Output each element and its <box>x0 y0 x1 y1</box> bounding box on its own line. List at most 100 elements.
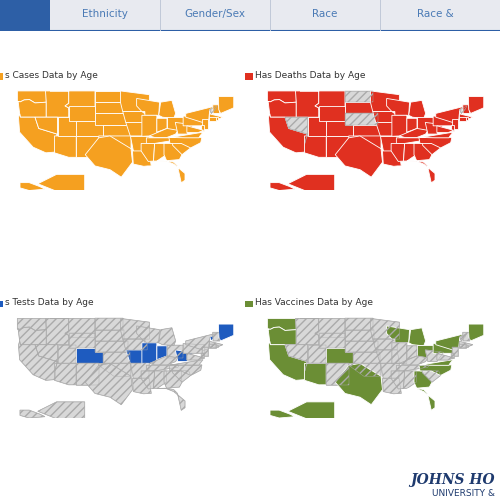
Polygon shape <box>468 96 484 114</box>
Polygon shape <box>169 365 202 376</box>
Polygon shape <box>422 370 440 382</box>
Text: s Cases Data by Age: s Cases Data by Age <box>5 71 98 80</box>
Polygon shape <box>407 346 417 360</box>
Polygon shape <box>417 117 433 130</box>
Polygon shape <box>382 378 401 394</box>
Polygon shape <box>407 160 435 183</box>
Polygon shape <box>176 350 194 362</box>
Polygon shape <box>35 344 58 371</box>
Polygon shape <box>130 364 149 378</box>
Polygon shape <box>285 117 308 143</box>
Polygon shape <box>433 344 455 353</box>
Polygon shape <box>326 364 349 385</box>
Polygon shape <box>396 366 429 371</box>
Polygon shape <box>164 144 182 160</box>
Polygon shape <box>169 138 202 148</box>
FancyBboxPatch shape <box>0 301 2 308</box>
Polygon shape <box>452 120 458 129</box>
Polygon shape <box>132 151 151 166</box>
Polygon shape <box>202 120 208 129</box>
Polygon shape <box>69 334 95 348</box>
Polygon shape <box>213 332 220 341</box>
Polygon shape <box>159 328 176 346</box>
Polygon shape <box>150 128 178 138</box>
Polygon shape <box>270 182 295 190</box>
Polygon shape <box>187 354 204 360</box>
FancyBboxPatch shape <box>246 74 252 80</box>
Polygon shape <box>130 136 149 151</box>
Text: Has Vaccines Data by Age: Has Vaccines Data by Age <box>255 298 373 308</box>
Polygon shape <box>157 118 167 132</box>
Polygon shape <box>268 327 296 344</box>
Polygon shape <box>391 371 404 389</box>
Polygon shape <box>99 136 131 148</box>
Polygon shape <box>352 352 380 364</box>
Polygon shape <box>157 160 185 183</box>
Polygon shape <box>296 91 319 117</box>
Polygon shape <box>345 102 374 114</box>
Polygon shape <box>142 343 157 364</box>
Polygon shape <box>176 122 194 134</box>
Polygon shape <box>304 136 326 158</box>
Polygon shape <box>210 342 223 347</box>
Polygon shape <box>172 142 190 154</box>
Polygon shape <box>376 122 400 136</box>
Polygon shape <box>38 174 84 203</box>
Polygon shape <box>208 117 216 121</box>
Polygon shape <box>95 341 128 352</box>
Polygon shape <box>123 112 147 122</box>
Polygon shape <box>76 136 99 158</box>
Polygon shape <box>157 346 167 360</box>
Polygon shape <box>391 144 404 162</box>
Polygon shape <box>407 388 435 410</box>
Polygon shape <box>400 128 428 138</box>
Polygon shape <box>437 354 454 360</box>
Polygon shape <box>186 106 216 123</box>
Polygon shape <box>210 334 217 341</box>
Text: Ethnicity: Ethnicity <box>82 9 128 19</box>
Polygon shape <box>319 106 345 121</box>
Polygon shape <box>345 114 378 124</box>
Polygon shape <box>452 347 458 356</box>
Polygon shape <box>201 126 204 130</box>
Polygon shape <box>420 132 453 138</box>
Polygon shape <box>308 117 326 136</box>
Polygon shape <box>218 324 234 341</box>
Polygon shape <box>50 91 95 110</box>
FancyBboxPatch shape <box>246 301 252 308</box>
Polygon shape <box>120 318 150 339</box>
Polygon shape <box>102 124 130 136</box>
Polygon shape <box>345 91 373 102</box>
Polygon shape <box>422 142 440 154</box>
Polygon shape <box>425 350 444 362</box>
Polygon shape <box>436 106 466 123</box>
Polygon shape <box>208 344 216 348</box>
Polygon shape <box>400 356 428 365</box>
Polygon shape <box>380 136 399 151</box>
Polygon shape <box>76 364 99 385</box>
Polygon shape <box>38 402 84 430</box>
Polygon shape <box>216 117 218 120</box>
Polygon shape <box>352 124 380 136</box>
Polygon shape <box>433 116 455 126</box>
Polygon shape <box>460 342 473 347</box>
Polygon shape <box>183 344 205 353</box>
Polygon shape <box>95 330 124 341</box>
Polygon shape <box>268 91 296 103</box>
Polygon shape <box>210 106 217 114</box>
Polygon shape <box>407 118 417 132</box>
Polygon shape <box>58 117 76 136</box>
Polygon shape <box>35 117 58 143</box>
Polygon shape <box>95 102 124 114</box>
Polygon shape <box>18 327 46 344</box>
FancyBboxPatch shape <box>0 74 2 80</box>
Polygon shape <box>120 91 150 112</box>
Polygon shape <box>170 360 203 366</box>
Polygon shape <box>270 410 295 418</box>
Polygon shape <box>172 370 190 382</box>
Polygon shape <box>326 121 352 136</box>
Polygon shape <box>218 96 234 114</box>
Text: Race: Race <box>312 9 338 19</box>
Polygon shape <box>382 151 401 166</box>
Polygon shape <box>419 138 452 148</box>
